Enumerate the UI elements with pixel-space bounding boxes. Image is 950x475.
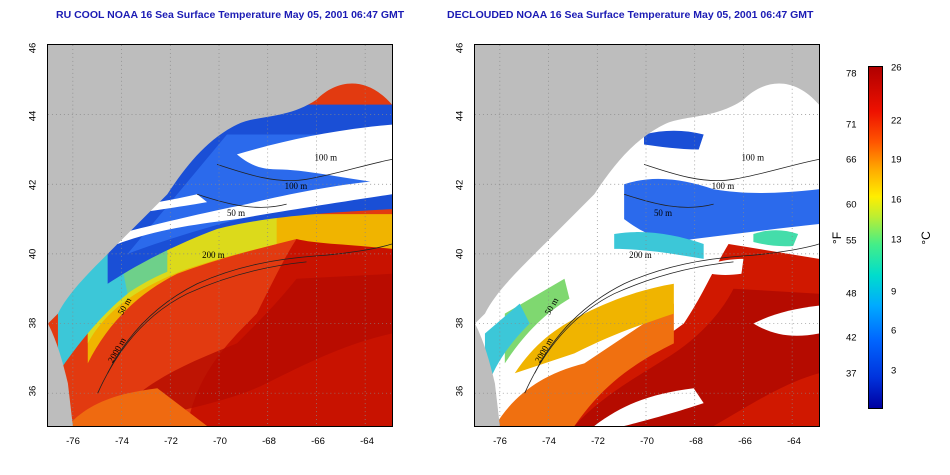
right-contour-label: 100 m bbox=[712, 181, 735, 191]
colorbar-celsius-tick: 3 bbox=[891, 365, 897, 377]
left-lon-tick: -68 bbox=[262, 436, 276, 447]
left-lon-tick: -66 bbox=[311, 436, 325, 447]
colorbar-fahrenheit-tick: 66 bbox=[846, 154, 857, 166]
right-contour-label: 200 m bbox=[629, 250, 652, 260]
right-lon-tick: -76 bbox=[493, 436, 507, 447]
left-contour-label: 200 m bbox=[202, 250, 225, 260]
colorbar-celsius-tick: 6 bbox=[891, 325, 897, 337]
colorbar-fahrenheit-unit: °F bbox=[830, 231, 844, 245]
right-contour-label: 50 m bbox=[654, 208, 672, 218]
colorbar-celsius-tick: 16 bbox=[891, 194, 902, 206]
left-map-title: RU COOL NOAA 16 Sea Surface Temperature … bbox=[56, 9, 405, 21]
left-lon-tick: -70 bbox=[213, 436, 227, 447]
left-sst-image: 100 m 100 m 50 m 200 m 50 m 2000 m bbox=[48, 45, 392, 426]
left-lat-tick: 42 bbox=[27, 179, 39, 191]
left-contour-label: 100 m bbox=[314, 152, 337, 162]
colorbar-celsius-tick: 26 bbox=[891, 62, 902, 74]
right-lon-tick: -66 bbox=[738, 436, 752, 447]
left-sst-map: 100 m 100 m 50 m 200 m 50 m 2000 m bbox=[47, 44, 393, 427]
colorbar-fahrenheit-tick: 37 bbox=[846, 368, 857, 380]
colorbar-fahrenheit-tick: 48 bbox=[846, 288, 857, 300]
right-lat-tick: 46 bbox=[454, 42, 466, 54]
right-lat-tick: 44 bbox=[454, 110, 466, 122]
right-lat-tick: 38 bbox=[454, 317, 466, 329]
left-lat-tick: 44 bbox=[27, 110, 39, 122]
right-sst-image: 100 m 100 m 50 m 200 m 50 m 2000 m bbox=[475, 45, 819, 426]
colorbar-celsius-tick: 22 bbox=[891, 115, 902, 127]
left-lat-tick: 36 bbox=[27, 385, 39, 397]
left-lon-tick: -72 bbox=[164, 436, 178, 447]
colorbar-celsius-unit: °C bbox=[919, 231, 933, 245]
colorbar-fahrenheit-tick: 42 bbox=[846, 332, 857, 344]
left-lat-tick: 46 bbox=[27, 42, 39, 54]
right-lon-tick: -72 bbox=[591, 436, 605, 447]
left-contour-label: 100 m bbox=[285, 181, 308, 191]
right-lat-tick: 42 bbox=[454, 179, 466, 191]
right-lat-tick: 40 bbox=[454, 248, 466, 260]
colorbar-fahrenheit-tick: 71 bbox=[846, 119, 857, 131]
colorbar-celsius-tick: 19 bbox=[891, 154, 902, 166]
right-sst-map: 100 m 100 m 50 m 200 m 50 m 2000 m bbox=[474, 44, 820, 427]
left-lon-tick: -74 bbox=[115, 436, 129, 447]
left-lon-tick: -76 bbox=[66, 436, 80, 447]
colorbar-celsius-tick: 9 bbox=[891, 286, 897, 298]
temperature-colorbar bbox=[868, 66, 883, 409]
left-lat-tick: 40 bbox=[27, 248, 39, 260]
colorbar-fahrenheit-tick: 55 bbox=[846, 235, 857, 247]
right-lon-tick: -74 bbox=[542, 436, 556, 447]
colorbar-celsius-tick: 13 bbox=[891, 234, 902, 246]
right-lon-tick: -64 bbox=[787, 436, 801, 447]
right-lat-tick: 36 bbox=[454, 385, 466, 397]
left-lon-tick: -64 bbox=[360, 436, 374, 447]
colorbar-fahrenheit-tick: 78 bbox=[846, 68, 857, 80]
right-lon-tick: -68 bbox=[689, 436, 703, 447]
left-lat-tick: 38 bbox=[27, 317, 39, 329]
right-map-title: DECLOUDED NOAA 16 Sea Surface Temperatur… bbox=[447, 9, 814, 21]
right-lon-tick: -70 bbox=[640, 436, 654, 447]
left-contour-label: 50 m bbox=[227, 208, 245, 218]
right-contour-label: 100 m bbox=[741, 152, 764, 162]
colorbar-fahrenheit-tick: 60 bbox=[846, 199, 857, 211]
